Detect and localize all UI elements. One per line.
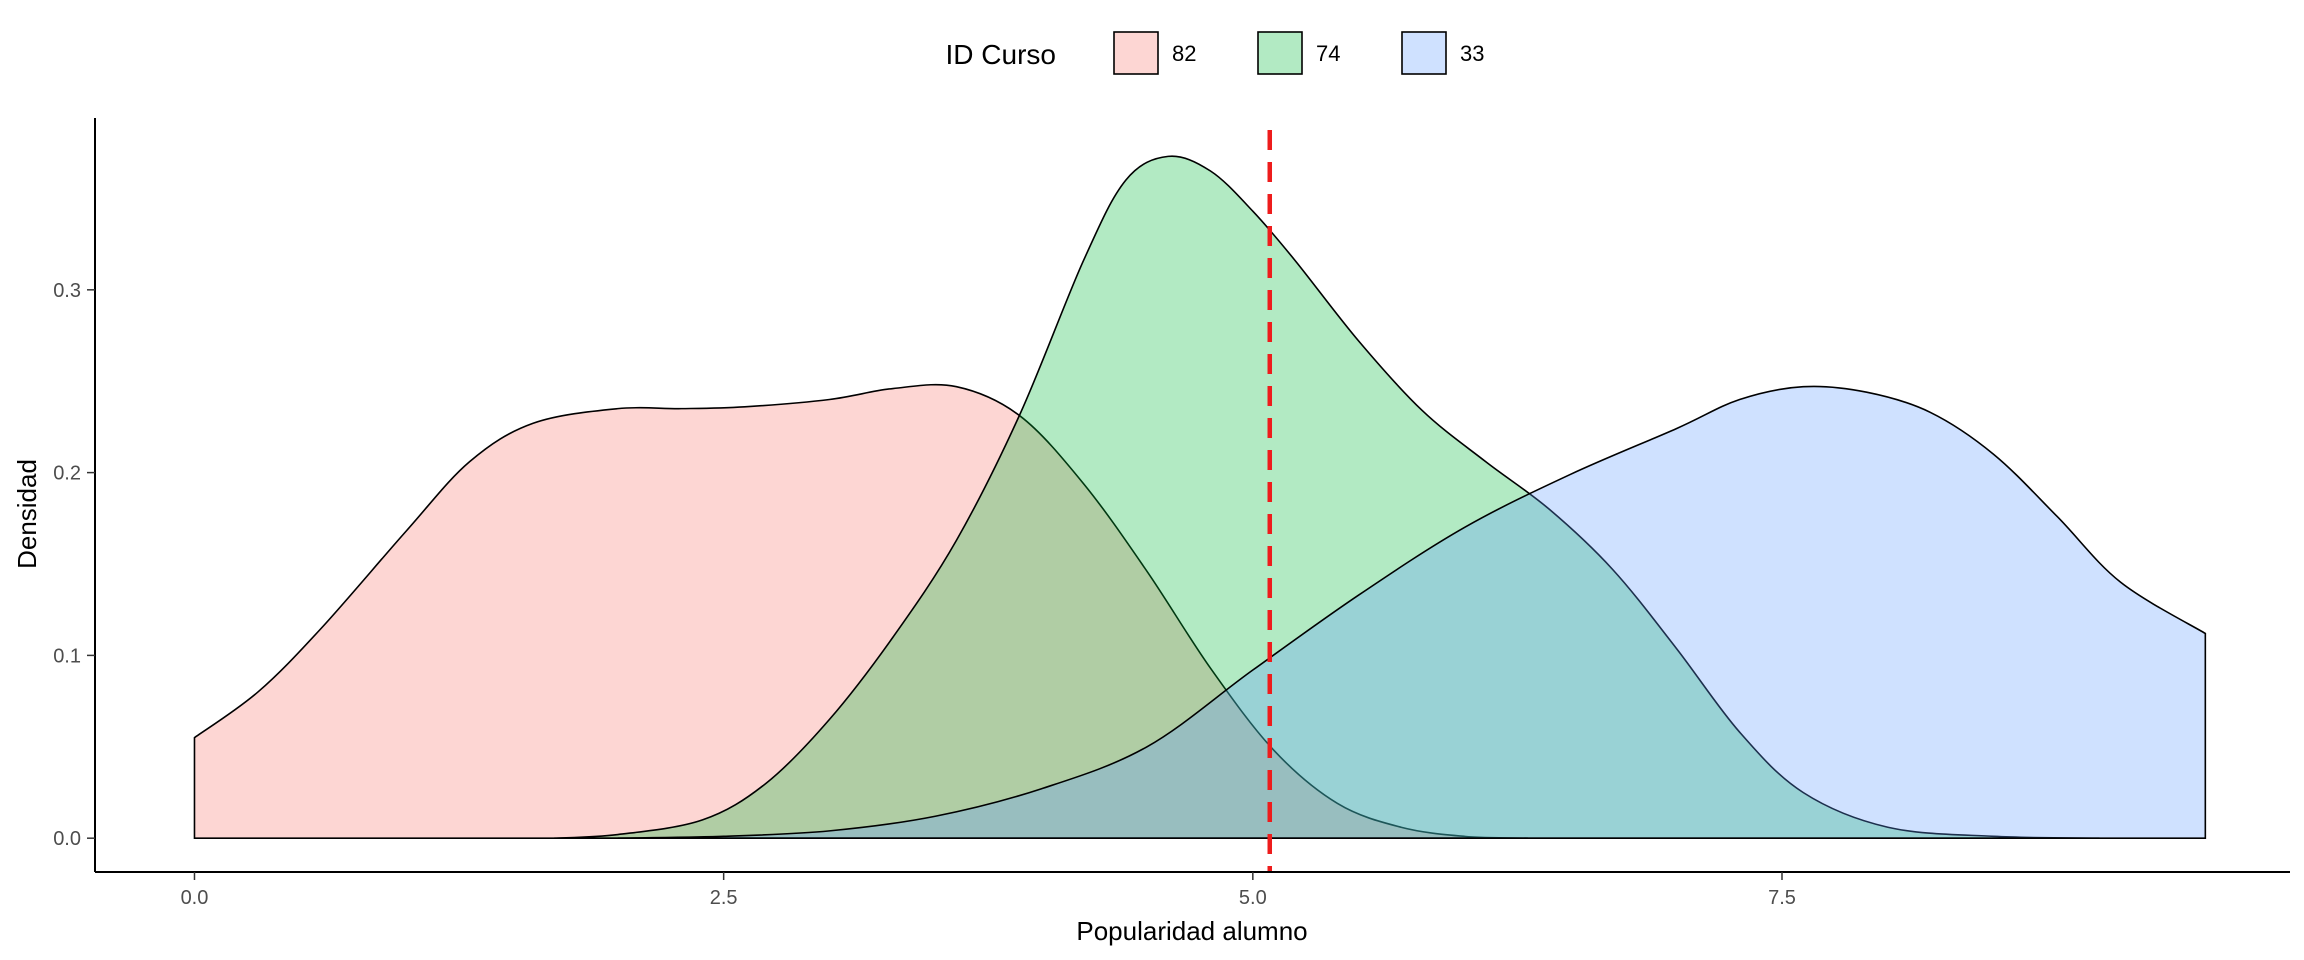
- y-tick-label: 0.2: [53, 463, 81, 485]
- x-tick-label: 2.5: [710, 887, 738, 909]
- legend-label: 82: [1172, 41, 1196, 66]
- x-axis-title: Popularidad alumno: [1076, 916, 1307, 946]
- x-tick-label: 5.0: [1239, 887, 1267, 909]
- legend-title: ID Curso: [946, 39, 1056, 70]
- y-tick-label: 0.1: [53, 645, 81, 667]
- axes: 0.0 2.5 5.0 7.5 0.0 0.1 0.2 0.3: [53, 118, 2290, 909]
- density-area-74: [554, 156, 2100, 839]
- x-tick-label: 0.0: [181, 887, 209, 909]
- legend-swatch: [1257, 31, 1303, 75]
- y-tick-label: 0.0: [53, 828, 81, 850]
- legend-item-74: 74: [1257, 31, 1340, 75]
- legend-item-33: 33: [1401, 31, 1484, 75]
- density-outline-33: [617, 385, 2207, 839]
- legend-label: 33: [1460, 41, 1484, 66]
- y-tick-label: 0.3: [53, 280, 81, 302]
- density-area-33: [617, 386, 2206, 839]
- y-ticks: 0.0 0.1 0.2 0.3: [53, 280, 95, 850]
- x-tick-label: 7.5: [1768, 887, 1796, 909]
- density-outline-82: [193, 383, 1529, 839]
- density-area-82: [194, 384, 1528, 839]
- density-outline-74: [554, 155, 2100, 839]
- legend-item-82: 82: [1113, 31, 1196, 75]
- x-ticks: 0.0 2.5 5.0 7.5: [181, 872, 1796, 909]
- legend: ID Curso 82 74 33: [946, 31, 1484, 75]
- y-axis-title: Densidad: [12, 459, 42, 569]
- legend-label: 74: [1316, 41, 1340, 66]
- legend-swatch: [1113, 31, 1159, 75]
- legend-swatch: [1401, 31, 1447, 75]
- density-areas: [193, 155, 2207, 839]
